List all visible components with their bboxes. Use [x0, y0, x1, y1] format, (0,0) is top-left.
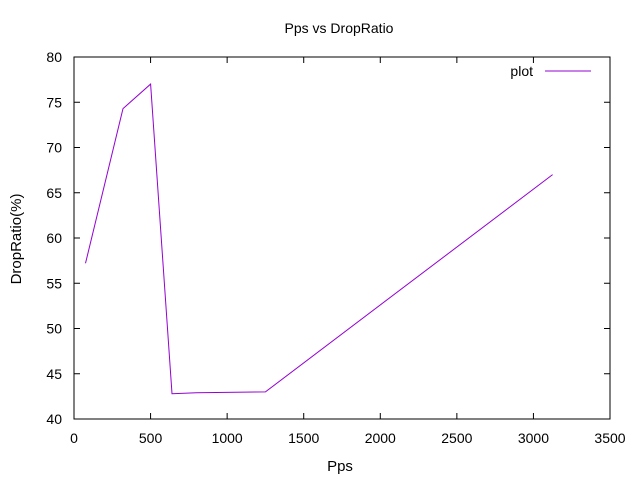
y-tick-label: 50: [46, 321, 62, 337]
y-tick-label: 70: [46, 140, 62, 156]
y-tick-label: 60: [46, 230, 62, 246]
plot-area-border: [73, 56, 611, 420]
y-axis-label: DropRatio(%): [8, 194, 25, 285]
chart-title: Pps vs DropRatio: [285, 20, 394, 36]
x-axis-label: Pps: [327, 458, 353, 475]
series-line-plot: [85, 83, 553, 395]
y-tick-label: 75: [46, 94, 62, 110]
x-tick-label: 3000: [518, 430, 549, 446]
y-tick-label: 80: [46, 49, 62, 65]
y-tick-label: 65: [46, 185, 62, 201]
x-tick-label: 3500: [594, 430, 625, 446]
x-tick-label: 2500: [441, 430, 472, 446]
legend: plot: [510, 63, 591, 79]
legend-label-plot: plot: [510, 63, 533, 79]
x-axis-ticks: 0 500 1000 1500 2000 2500 3000 3500: [70, 57, 626, 446]
series-group: [85, 83, 553, 395]
y-axis-ticks: 40 45 50 55 60 65 70 75 80: [46, 49, 610, 427]
x-tick-label: 0: [70, 430, 78, 446]
x-tick-label: 1000: [212, 430, 243, 446]
x-tick-label: 500: [139, 430, 163, 446]
x-tick-label: 2000: [365, 430, 396, 446]
y-tick-label: 45: [46, 366, 62, 382]
y-tick-label: 55: [46, 275, 62, 291]
y-tick-label: 40: [46, 411, 62, 427]
x-tick-label: 1500: [288, 430, 319, 446]
